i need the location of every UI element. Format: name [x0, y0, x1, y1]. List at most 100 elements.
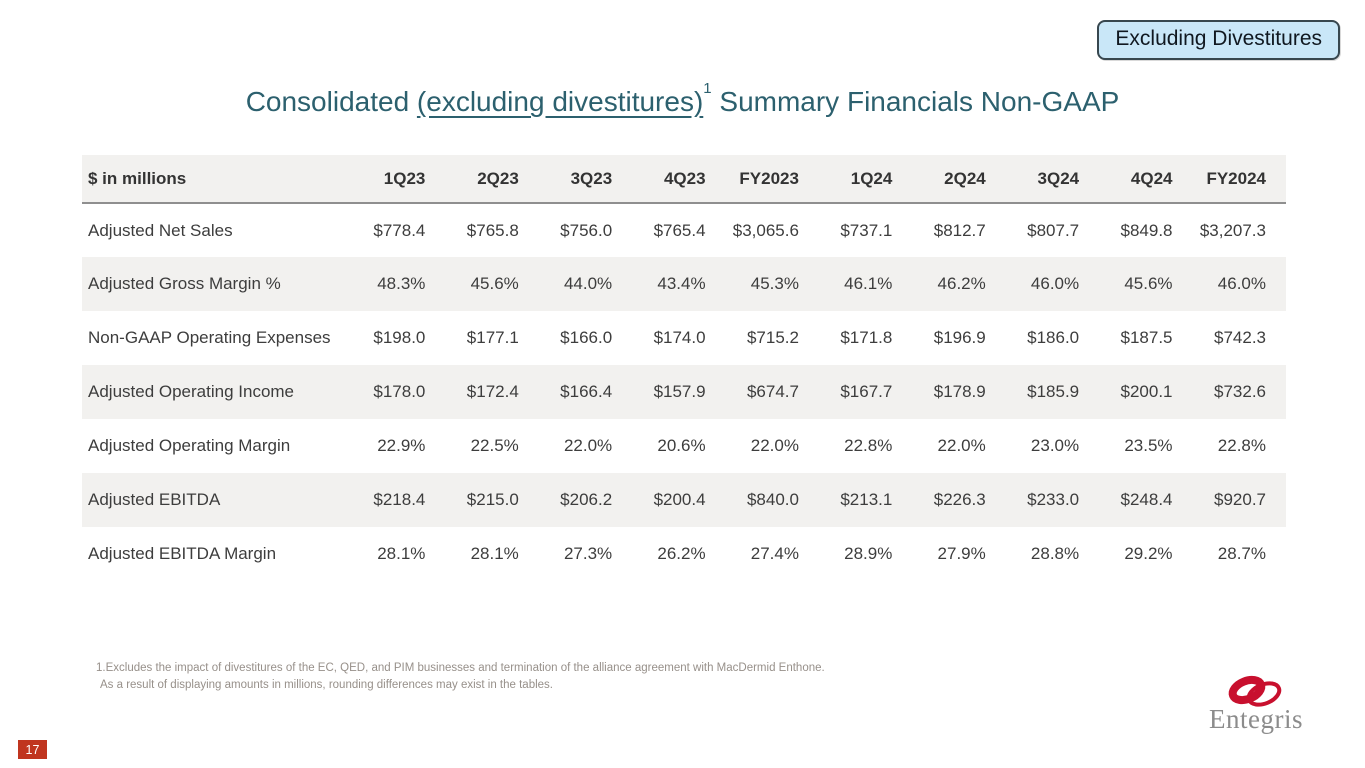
cell-value: 22.5%	[470, 436, 519, 455]
cell-value: $215.0	[466, 490, 519, 509]
cell-value: 27.3%	[563, 544, 613, 563]
cell-value: 46.0%	[1030, 274, 1080, 293]
cell-value: $812.7	[933, 220, 986, 240]
column-header: 1Q23	[383, 168, 426, 188]
cell-value: 29.2%	[1124, 544, 1173, 563]
column-header: 3Q24	[1037, 168, 1080, 188]
cell-value: 45.3%	[750, 274, 799, 293]
cell-value: $200.4	[653, 490, 706, 509]
cell-value: 23.0%	[1030, 436, 1080, 455]
cell-value: 22.0%	[937, 436, 986, 455]
cell-value: $174.0	[653, 328, 706, 347]
cell-value: 28.1%	[470, 544, 519, 563]
table-header-row: $ in millions 1Q23 2Q23 3Q23 4Q23 FY2023 1Q24 2…	[82, 155, 1286, 203]
title-part-2: Summary Financials Non-GAAP	[711, 86, 1120, 117]
cell-value: $765.4	[653, 220, 706, 240]
cell-value: $765.8	[466, 220, 519, 240]
cell-value: $206.2	[560, 490, 613, 509]
cell-value: $167.7	[840, 382, 893, 401]
table-body: Adjusted Net Sales $778.4 $765.8 $756.0 $765…	[82, 203, 1286, 581]
cell-value: $200.1	[1120, 382, 1173, 401]
cell-value: $233.0	[1027, 490, 1080, 509]
cell-value: $178.9	[933, 382, 986, 401]
cell-value: 27.4%	[750, 544, 799, 563]
cell-value: 28.7%	[1217, 544, 1266, 563]
page-number-badge: 17	[18, 740, 47, 759]
cell-value: $756.0	[560, 220, 613, 240]
cell-value: $849.8	[1120, 220, 1173, 240]
cell-value: 46.2%	[937, 274, 986, 293]
table-row: Adjusted Operating Income $178.0 $172.4 $16…	[82, 365, 1286, 419]
cell-value: $185.9	[1027, 382, 1080, 401]
row-label: Adjusted Operating Margin	[88, 436, 291, 455]
cell-value: 45.6%	[470, 274, 519, 293]
cell-value: 22.0%	[750, 436, 799, 455]
cell-value: 45.6%	[1124, 274, 1173, 293]
cell-value: $920.7	[1214, 490, 1266, 509]
cell-value: $171.8	[840, 328, 893, 347]
column-header: 4Q24	[1130, 168, 1173, 188]
footnote-line-2: As a result of displaying amounts in mil…	[100, 678, 553, 691]
cell-value: 44.0%	[563, 274, 613, 293]
cell-value: $840.0	[746, 490, 799, 509]
row-label: Adjusted EBITDA Margin	[88, 544, 277, 563]
table-row: Adjusted Gross Margin % 48.3% 45.6% 44.0% 43…	[82, 257, 1286, 311]
cell-value: $218.4	[373, 490, 426, 509]
row-label: Adjusted Operating Income	[88, 382, 295, 401]
cell-value: $3,065.6	[732, 220, 799, 240]
cell-value: 22.0%	[563, 436, 613, 455]
table-row: Non-GAAP Operating Expenses $198.0 $177.1 $…	[82, 311, 1286, 365]
column-header: 3Q23	[570, 168, 613, 188]
table-row: Adjusted Net Sales $778.4 $765.8 $756.0 $765…	[82, 203, 1286, 257]
unit-label: $ in millions	[88, 168, 187, 188]
cell-value: $213.1	[840, 490, 893, 509]
column-header: 2Q24	[944, 168, 986, 188]
cell-value: 43.4%	[657, 274, 706, 293]
column-header: 2Q23	[477, 168, 519, 188]
cell-value: $248.4	[1120, 490, 1173, 509]
financial-table: $ in millions 1Q23 2Q23 3Q23 4Q23 FY2023 1Q24 2…	[82, 155, 1286, 581]
excluding-divestitures-badge: Excluding Divestitures	[1097, 20, 1340, 60]
cell-value: $778.4	[373, 220, 426, 240]
cell-value: $198.0	[373, 328, 426, 347]
cell-value: $807.7	[1027, 220, 1080, 240]
cell-value: 22.8%	[844, 436, 893, 455]
column-header: 4Q23	[663, 168, 706, 188]
cell-value: $178.0	[373, 382, 426, 401]
cell-value: 46.0%	[1217, 274, 1266, 293]
cell-value: 26.2%	[657, 544, 706, 563]
cell-value: 28.9%	[844, 544, 893, 563]
entegris-logo: Entegris	[1209, 674, 1319, 735]
cell-value: $187.5	[1120, 328, 1173, 347]
column-header: 1Q24	[850, 168, 893, 188]
cell-value: 22.8%	[1217, 436, 1266, 455]
table-row: Adjusted Operating Margin 22.9% 22.5% 22.0%…	[82, 419, 1286, 473]
logo-wordmark: Entegris	[1209, 704, 1303, 734]
cell-value: 20.6%	[657, 436, 706, 455]
cell-value: $177.1	[466, 328, 519, 347]
title-part-1: Consolidated	[245, 86, 417, 117]
cell-value: 23.5%	[1124, 436, 1173, 455]
row-label: Adjusted Gross Margin %	[88, 274, 281, 293]
cell-value: 46.1%	[844, 274, 893, 293]
cell-value: 48.3%	[377, 274, 426, 293]
footnote: 1.Excludes the impact of divestitures of…	[96, 660, 825, 693]
cell-value: 27.9%	[937, 544, 986, 563]
cell-value: $157.9	[653, 382, 706, 401]
cell-value: $742.3	[1214, 328, 1266, 347]
title-footnote-marker: 1	[703, 80, 712, 97]
cell-value: 28.1%	[377, 544, 426, 563]
page-title: Consolidated (excluding divestitures)1 S…	[0, 80, 1365, 118]
cell-value: $732.6	[1214, 382, 1266, 401]
table-header: $ in millions 1Q23 2Q23 3Q23 4Q23 FY2023 1Q24 2…	[82, 155, 1286, 203]
cell-value: $715.2	[746, 328, 799, 347]
cell-value: $196.9	[933, 328, 986, 347]
cell-value: $166.4	[560, 382, 613, 401]
cell-value: $186.0	[1027, 328, 1080, 347]
footnote-line-1: 1.Excludes the impact of divestitures of…	[96, 662, 825, 674]
table-row: Adjusted EBITDA Margin 28.1% 28.1% 27.3% 26.…	[82, 527, 1286, 581]
title-underlined-part: (excluding divestitures)	[416, 86, 704, 117]
column-header: FY2023	[739, 168, 799, 188]
table-row: Adjusted EBITDA $218.4 $215.0 $206.2 $200.4 $…	[82, 473, 1286, 527]
